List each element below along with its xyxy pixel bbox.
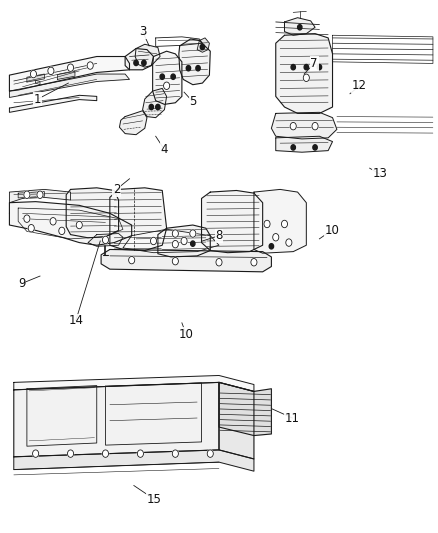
Polygon shape — [219, 382, 254, 459]
Polygon shape — [254, 189, 306, 253]
Circle shape — [290, 123, 296, 130]
Circle shape — [150, 237, 156, 245]
Circle shape — [102, 236, 109, 244]
Circle shape — [24, 215, 30, 222]
Circle shape — [129, 256, 135, 264]
Polygon shape — [10, 189, 71, 203]
Circle shape — [291, 145, 295, 150]
Circle shape — [190, 230, 196, 237]
Circle shape — [172, 257, 178, 265]
Text: 9: 9 — [18, 277, 25, 290]
Circle shape — [149, 104, 153, 110]
Circle shape — [304, 64, 308, 70]
Text: 10: 10 — [324, 224, 339, 237]
Polygon shape — [14, 450, 254, 471]
Circle shape — [181, 237, 187, 245]
Circle shape — [138, 450, 144, 457]
Circle shape — [59, 227, 65, 235]
Text: 4: 4 — [161, 143, 168, 156]
Polygon shape — [10, 56, 130, 91]
Polygon shape — [158, 225, 210, 257]
Polygon shape — [197, 38, 209, 52]
Circle shape — [172, 230, 178, 237]
Circle shape — [191, 241, 195, 246]
Circle shape — [67, 450, 74, 457]
Polygon shape — [10, 74, 130, 98]
Polygon shape — [66, 188, 119, 238]
Polygon shape — [219, 382, 272, 435]
Polygon shape — [10, 95, 97, 112]
Circle shape — [171, 74, 175, 79]
Polygon shape — [276, 136, 332, 152]
Circle shape — [37, 191, 43, 198]
Circle shape — [142, 60, 146, 66]
Circle shape — [163, 82, 170, 90]
Circle shape — [291, 64, 295, 70]
Circle shape — [172, 450, 178, 457]
Circle shape — [30, 70, 36, 78]
Circle shape — [172, 240, 178, 248]
Polygon shape — [272, 112, 337, 139]
Text: 11: 11 — [285, 411, 300, 424]
Polygon shape — [101, 249, 272, 272]
Circle shape — [264, 220, 270, 228]
Circle shape — [273, 233, 279, 241]
Polygon shape — [179, 39, 210, 85]
Circle shape — [32, 450, 39, 457]
Text: 5: 5 — [189, 95, 197, 108]
Polygon shape — [201, 190, 263, 253]
Circle shape — [160, 74, 164, 79]
Text: 2: 2 — [113, 183, 120, 196]
Polygon shape — [14, 375, 254, 391]
Circle shape — [102, 450, 109, 457]
Circle shape — [286, 239, 292, 246]
Text: 12: 12 — [352, 79, 367, 92]
Circle shape — [67, 64, 74, 71]
Circle shape — [312, 123, 318, 130]
Polygon shape — [152, 51, 182, 104]
Text: 13: 13 — [372, 167, 387, 181]
Circle shape — [313, 145, 317, 150]
Polygon shape — [27, 74, 44, 82]
Circle shape — [196, 66, 200, 71]
Polygon shape — [10, 201, 132, 245]
Text: 1: 1 — [34, 93, 42, 106]
Polygon shape — [110, 188, 166, 251]
Text: 10: 10 — [179, 328, 194, 341]
Text: 14: 14 — [68, 314, 83, 327]
Text: 7: 7 — [311, 57, 318, 70]
Polygon shape — [88, 233, 123, 246]
Circle shape — [282, 220, 288, 228]
Text: 8: 8 — [215, 229, 223, 242]
Polygon shape — [123, 229, 219, 253]
Circle shape — [200, 44, 205, 50]
Circle shape — [155, 104, 160, 110]
Circle shape — [297, 25, 302, 30]
Circle shape — [24, 191, 30, 198]
Polygon shape — [143, 88, 166, 118]
Polygon shape — [18, 191, 44, 198]
Circle shape — [269, 244, 274, 249]
Circle shape — [207, 450, 213, 457]
Circle shape — [317, 64, 321, 70]
Polygon shape — [285, 18, 315, 35]
Text: 3: 3 — [139, 25, 146, 38]
Polygon shape — [135, 44, 160, 67]
Polygon shape — [120, 111, 147, 135]
Polygon shape — [14, 382, 219, 457]
Circle shape — [251, 259, 257, 266]
Polygon shape — [276, 34, 332, 114]
Circle shape — [50, 217, 56, 225]
Circle shape — [216, 259, 222, 266]
Circle shape — [87, 62, 93, 69]
Polygon shape — [125, 49, 153, 70]
Circle shape — [28, 224, 34, 232]
Circle shape — [134, 60, 138, 66]
Circle shape — [186, 66, 191, 71]
Circle shape — [48, 67, 54, 75]
Polygon shape — [57, 71, 75, 79]
Text: 15: 15 — [147, 493, 162, 506]
Circle shape — [76, 221, 82, 229]
Circle shape — [303, 74, 309, 82]
